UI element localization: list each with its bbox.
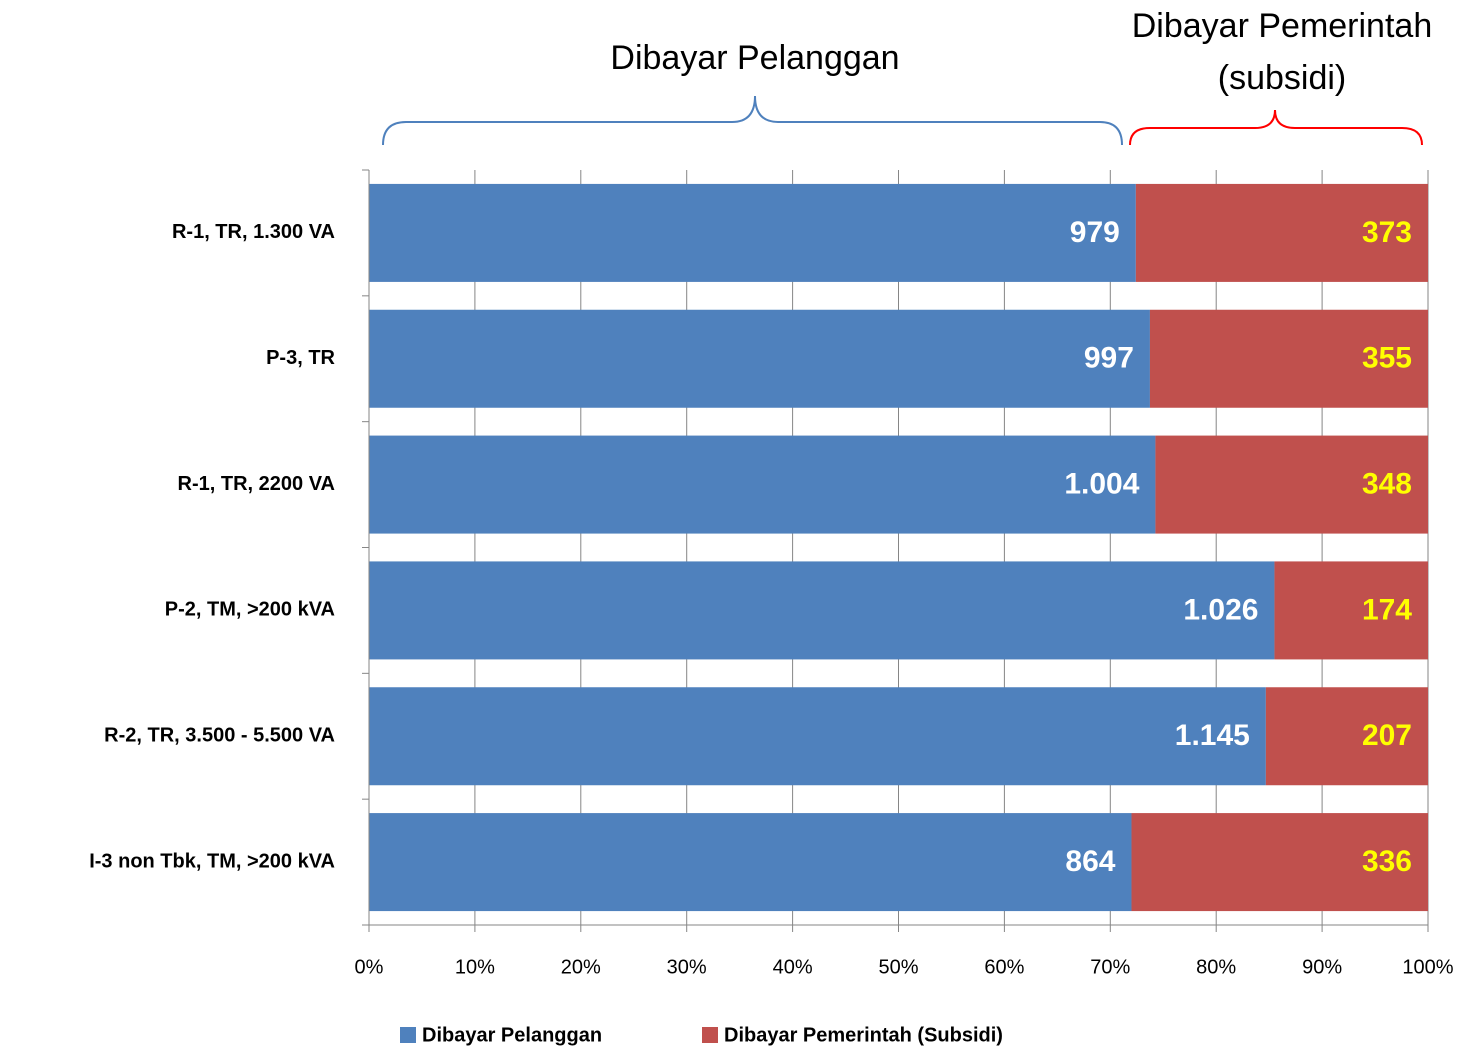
legend-swatch — [702, 1027, 718, 1043]
data-label: 1.145 — [1175, 719, 1250, 752]
bar-segment — [369, 561, 1275, 660]
data-label: 174 — [1362, 593, 1412, 626]
data-label: 864 — [1065, 845, 1115, 878]
legend-label: Dibayar Pelanggan — [422, 1024, 602, 1046]
legend-label: Dibayar Pemerintah (Subsidi) — [724, 1024, 1003, 1046]
annotation: (subsidi) — [1218, 59, 1346, 97]
y-tick-label: R-2, TR, 3.500 - 5.500 VA — [104, 725, 335, 747]
bar-segment — [1149, 309, 1428, 408]
x-tick-label: 90% — [1302, 956, 1342, 978]
data-label: 373 — [1362, 216, 1412, 249]
y-tick-label: P-3, TR — [266, 347, 335, 369]
y-tick-label: R-1, TR, 1.300 VA — [172, 221, 335, 243]
x-tick-label: 70% — [1090, 956, 1130, 978]
y-tick-label: R-1, TR, 2200 VA — [178, 473, 335, 495]
brace-government — [1129, 109, 1423, 146]
data-label: 979 — [1070, 216, 1120, 249]
x-tick-label: 80% — [1196, 956, 1236, 978]
bar-segment — [1135, 183, 1428, 282]
y-tick-label: I-3 non Tbk, TM, >200 kVA — [89, 850, 335, 872]
bar-segment — [1131, 813, 1428, 912]
legend-swatch — [400, 1027, 416, 1043]
annotation: Dibayar Pemerintah — [1132, 7, 1432, 45]
bar-segment — [369, 435, 1156, 534]
data-label: 336 — [1362, 845, 1412, 878]
bar-segment — [1265, 687, 1428, 786]
annotation: Dibayar Pelanggan — [610, 39, 899, 77]
bar-segment — [369, 309, 1150, 408]
y-tick-label: P-2, TM, >200 kVA — [165, 599, 335, 621]
x-tick-label: 20% — [561, 956, 601, 978]
bar-segment — [1155, 435, 1428, 534]
bar-segment — [1274, 561, 1428, 660]
x-tick-label: 0% — [355, 956, 384, 978]
data-label: 207 — [1362, 719, 1412, 752]
bar-segment — [369, 687, 1266, 786]
x-tick-label: 100% — [1402, 956, 1453, 978]
brace-customer — [382, 95, 1123, 146]
data-label: 997 — [1084, 342, 1134, 375]
x-tick-label: 40% — [773, 956, 813, 978]
bar-segment — [369, 813, 1132, 912]
data-label: 348 — [1362, 468, 1412, 501]
data-label: 1.026 — [1183, 593, 1258, 626]
data-label: 355 — [1362, 342, 1412, 375]
x-tick-label: 30% — [667, 956, 707, 978]
x-tick-label: 60% — [984, 956, 1024, 978]
data-label: 1.004 — [1064, 468, 1139, 501]
x-tick-label: 10% — [455, 956, 495, 978]
x-tick-label: 50% — [878, 956, 918, 978]
bar-segment — [369, 183, 1136, 282]
